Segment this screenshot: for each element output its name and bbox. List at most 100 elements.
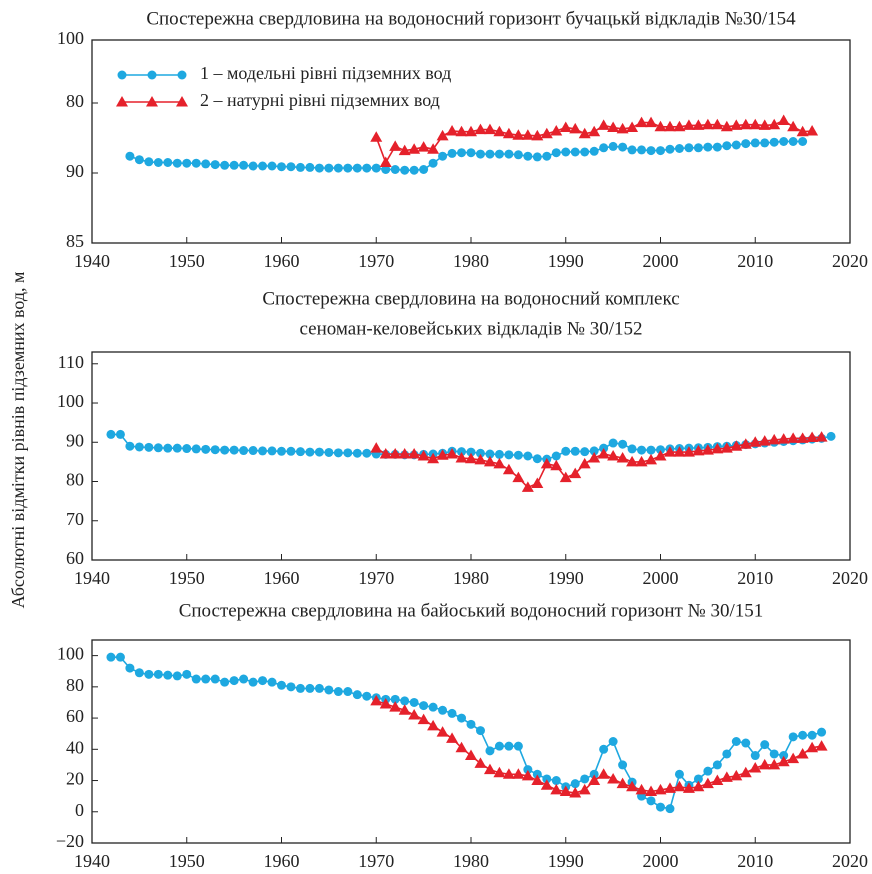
data-point: [352, 448, 362, 458]
data-point: [201, 159, 211, 169]
data-point: [362, 448, 372, 458]
data-point: [229, 445, 239, 455]
data-point: [381, 165, 391, 174]
legend-marker: [147, 70, 157, 80]
x-tick-label: 2010: [737, 851, 773, 871]
data-point: [475, 448, 485, 458]
data-point: [635, 783, 648, 795]
data-point: [787, 752, 800, 764]
data-point: [692, 444, 705, 456]
data-point: [305, 683, 315, 693]
data-point: [125, 663, 135, 673]
legend-label: 2 – натурні рівні підземних вод: [200, 90, 440, 110]
data-point: [701, 444, 714, 455]
data-point: [749, 436, 762, 447]
chart-title: Спостережна свердловина на водоносний ко…: [262, 288, 679, 309]
x-tick-label: 1950: [169, 568, 205, 588]
data-point: [749, 762, 762, 773]
data-point: [248, 161, 258, 171]
x-tick-label: 2020: [832, 851, 868, 871]
data-point: [502, 768, 515, 779]
data-point: [654, 783, 667, 795]
data-point: [750, 751, 760, 761]
data-point: [720, 120, 733, 132]
data-point: [523, 765, 533, 775]
data-point: [703, 142, 713, 152]
data-point: [182, 158, 192, 168]
data-point: [125, 441, 135, 451]
data-point: [663, 782, 676, 793]
data-point: [569, 467, 582, 479]
data-point: [769, 749, 779, 759]
x-tick-label: 1980: [453, 851, 489, 871]
data-point: [370, 694, 383, 706]
data-point: [277, 680, 286, 690]
data-point: [191, 444, 201, 454]
data-point: [267, 446, 277, 456]
data-point: [408, 448, 421, 459]
data-point: [239, 674, 249, 684]
data-point: [153, 443, 163, 453]
data-point: [635, 116, 648, 128]
data-point: [720, 771, 733, 782]
data-point: [295, 447, 305, 457]
legend-marker: [116, 96, 128, 107]
data-point: [324, 447, 334, 457]
data-point: [502, 127, 515, 139]
data-point: [379, 698, 392, 709]
data-point: [229, 160, 239, 170]
data-point: [436, 726, 449, 737]
data-point: [455, 741, 468, 753]
data-point: [730, 440, 743, 451]
data-point: [692, 780, 705, 792]
series-line: [111, 656, 822, 810]
y-tick-label: 80: [66, 91, 84, 111]
data-point: [446, 125, 459, 136]
data-point: [446, 732, 459, 743]
data-point: [343, 163, 353, 173]
data-point: [115, 652, 125, 662]
data-point: [134, 442, 144, 452]
data-point: [277, 162, 286, 172]
data-point: [220, 445, 230, 455]
y-tick-label: 70: [66, 509, 84, 529]
data-point: [711, 118, 724, 130]
data-point: [674, 769, 684, 779]
data-point: [239, 446, 249, 456]
data-point: [635, 455, 648, 467]
y-tick-label: 20: [66, 769, 84, 789]
data-point: [578, 127, 591, 139]
data-point: [504, 450, 514, 460]
data-point: [182, 669, 192, 679]
data-point: [663, 120, 676, 132]
data-point: [438, 705, 448, 715]
x-tick-label: 1960: [264, 568, 300, 588]
data-point: [807, 730, 817, 740]
data-point: [682, 782, 695, 793]
data-point: [692, 119, 705, 130]
data-point: [703, 766, 713, 776]
x-tick-label: 1990: [548, 251, 584, 271]
data-point: [739, 438, 752, 449]
data-point: [483, 455, 496, 467]
data-point: [153, 669, 163, 679]
data-point: [798, 730, 808, 740]
data-point: [408, 708, 421, 720]
data-point: [665, 144, 675, 154]
data-point: [806, 431, 819, 443]
data-point: [333, 448, 343, 458]
y-axis-label: Абсолютні відмітки рівнів підземних вод,…: [8, 272, 28, 609]
data-point: [389, 701, 402, 712]
data-point: [787, 432, 800, 443]
data-point: [597, 119, 610, 130]
data-point: [239, 160, 249, 170]
data-point: [352, 690, 362, 700]
chart-title: сеноман-келовейських відкладів № 30/152: [300, 318, 643, 339]
data-point: [569, 122, 582, 134]
data-point: [626, 455, 639, 467]
data-point: [551, 148, 561, 158]
data-point: [400, 696, 410, 706]
data-point: [712, 760, 722, 770]
data-point: [618, 142, 628, 152]
data-point: [798, 137, 808, 146]
